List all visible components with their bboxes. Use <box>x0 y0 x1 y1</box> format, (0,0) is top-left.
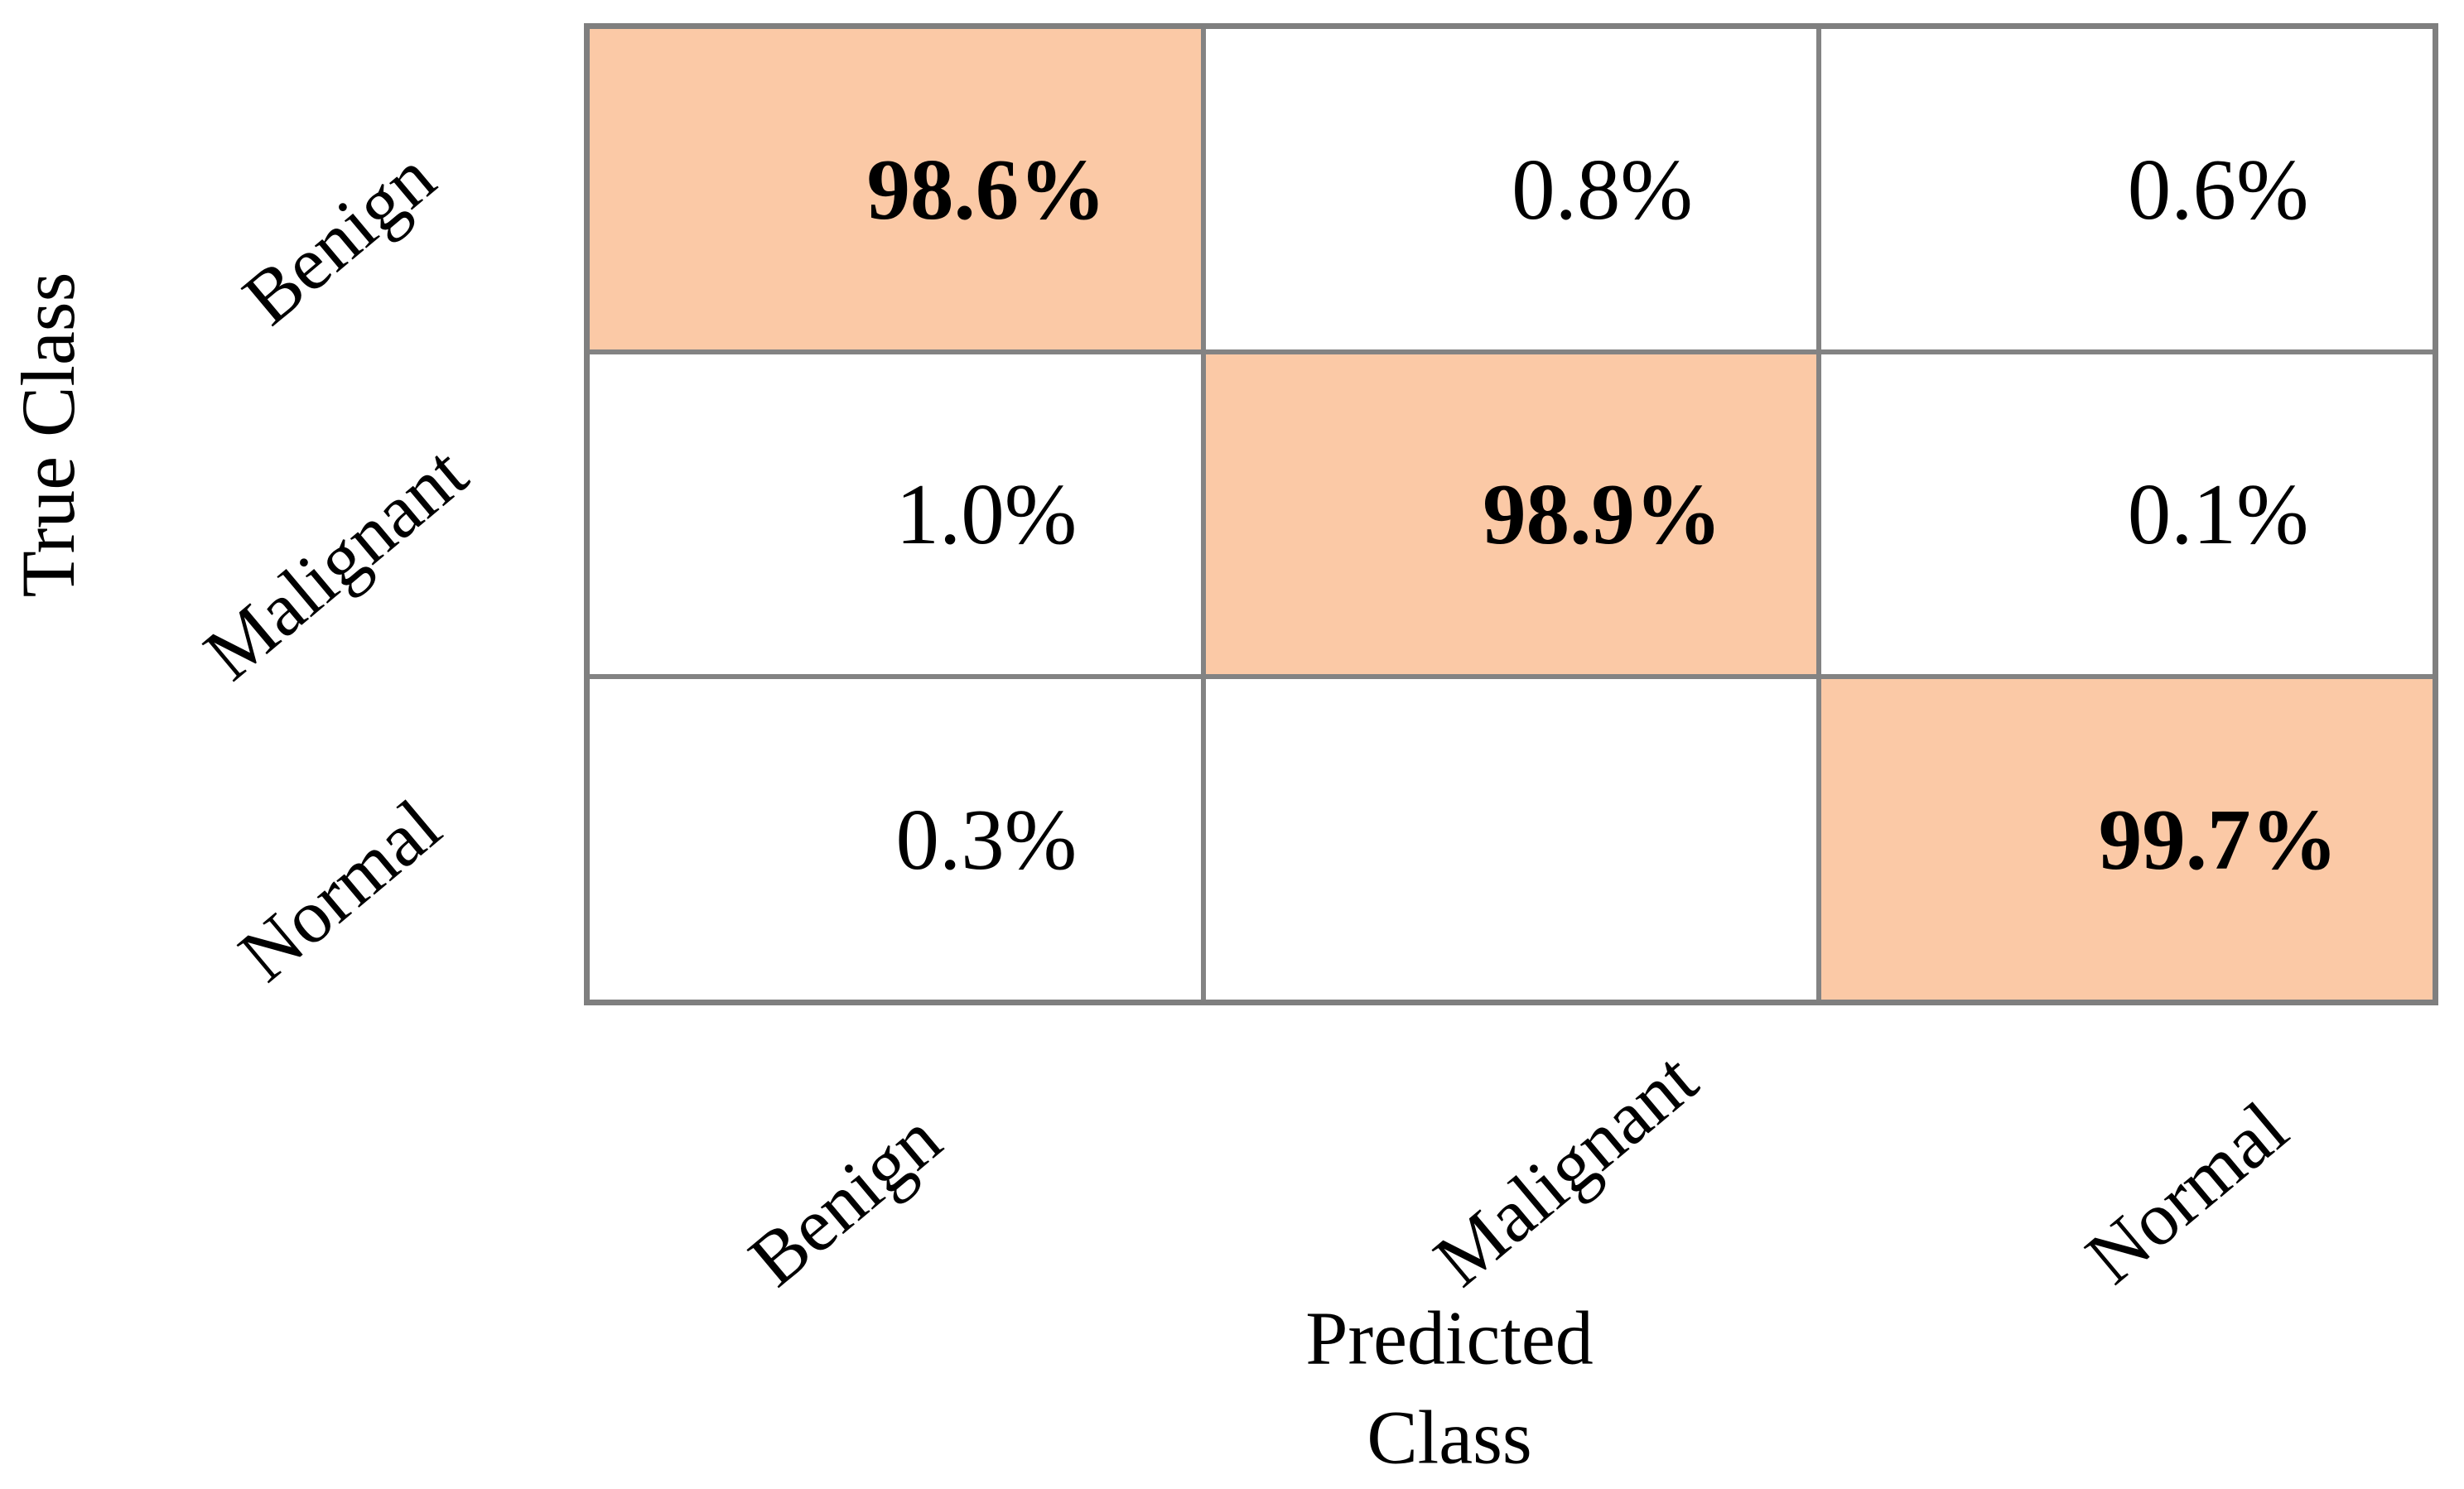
cell-value: 0.6% <box>2127 140 2309 238</box>
y-tick-normal: Normal <box>223 783 456 998</box>
cell-true-normal-pred-normal: 99.7% <box>1821 679 2433 1000</box>
x-axis-title: Predicted Class <box>1305 1289 1593 1487</box>
cell-true-benign-pred-malignant: 0.8% <box>1205 29 1817 349</box>
confusion-matrix-grid: 98.6% 0.8% 0.6% 1.0% 98.9% 0.1% 0.3% 99.… <box>584 23 2438 1005</box>
x-axis-title-line2: Class <box>1367 1395 1532 1479</box>
cell-true-malignant-pred-benign: 1.0% <box>590 354 1201 675</box>
cell-true-benign-pred-benign: 98.6% <box>590 29 1201 349</box>
y-tick-benign: Benign <box>227 134 451 341</box>
x-tick-normal: Normal <box>2070 1085 2303 1300</box>
cell-true-normal-pred-malignant <box>1205 679 1817 1000</box>
cell-true-normal-pred-benign: 0.3% <box>590 679 1201 1000</box>
y-axis-title: True Class <box>6 272 90 598</box>
cell-value: 98.9% <box>1483 465 1722 563</box>
cell-true-malignant-pred-malignant: 98.9% <box>1205 354 1817 675</box>
cell-true-benign-pred-normal: 0.6% <box>1821 29 2433 349</box>
x-axis-title-line1: Predicted <box>1305 1295 1594 1381</box>
cell-true-malignant-pred-normal: 0.1% <box>1821 354 2433 675</box>
cell-value: 0.3% <box>895 791 1078 889</box>
cell-value: 1.0% <box>895 465 1078 563</box>
y-tick-malignant: Malignant <box>188 430 483 696</box>
cell-value: 0.1% <box>2127 465 2309 563</box>
x-tick-benign: Benign <box>733 1096 957 1303</box>
cell-value: 0.8% <box>1512 140 1693 238</box>
cell-value: 98.6% <box>866 140 1107 238</box>
x-tick-malignant: Malignant <box>1418 1036 1713 1303</box>
cell-value: 99.7% <box>2098 791 2338 889</box>
